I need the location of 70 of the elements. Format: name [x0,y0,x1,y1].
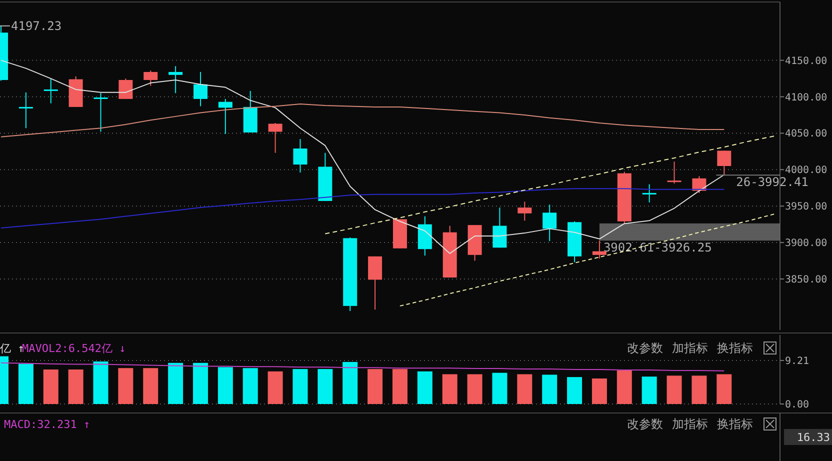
bar [716,374,732,404]
annotation: 改参数 [627,341,663,356]
candlestick [118,78,133,100]
candlestick [368,256,382,310]
y-tick-label: 4150.00 [785,56,828,67]
candlestick [168,66,183,94]
line-series [0,362,725,372]
bar [342,362,358,404]
bar [93,361,108,404]
candlestick [18,92,33,129]
y-tick-label: 4050.00 [785,128,828,140]
y-tick-label: 9.21 [785,356,810,367]
bar [218,367,233,404]
annotation: 换指标 [717,341,753,356]
annotation: 26-3992.41 [736,175,808,190]
bar [318,369,333,404]
candlestick [642,184,656,203]
line-series [0,104,725,138]
line-series [399,214,775,306]
text: MACD:32.231 ↑ [4,418,90,431]
candlestick [492,207,507,248]
bar [666,376,682,404]
bar [292,369,308,404]
candlestick [542,204,557,242]
y-tick-label: 3850.00 [785,274,828,286]
candlestick [518,201,532,222]
text: 换指标 [717,417,753,432]
bar [492,372,508,404]
bar [616,370,632,404]
bar [517,374,532,404]
text: 加指标 [672,417,708,432]
bar [143,368,158,404]
bar [642,376,657,404]
bar [467,374,482,404]
line-series [0,60,725,254]
annotation: 加指标 [672,341,708,356]
bar [43,370,58,404]
candlestick [94,92,108,132]
y-tick-label: 4100.00 [785,92,828,104]
bar [417,371,432,404]
bar [692,376,707,404]
bar [68,370,84,404]
candlestick [218,98,232,134]
y-tick-label: 3950.00 [785,202,828,213]
annotation: MAVOL2:6.542亿 ↓ [22,342,126,355]
bar [168,362,184,404]
annotation: 4197.23 [11,19,62,34]
bar [242,368,258,404]
bar [392,369,408,404]
bar [567,377,582,404]
y-tick-label: 0.00 [785,400,810,410]
candlestick [268,122,282,154]
bar [592,378,607,404]
text: 16.33 [796,430,830,444]
candlestick [144,70,158,86]
y-tick-label: 4000.00 [785,165,828,176]
candlestick [44,78,58,104]
bar [542,374,558,404]
bar [18,364,34,404]
bar [442,374,458,404]
bar [118,368,134,404]
candlestick [717,150,732,176]
bar [368,369,383,404]
bar [192,362,208,404]
candlestick [293,138,308,174]
candlestick [193,71,208,107]
candlestick [667,161,682,184]
y-tick-label: 3900.00 [785,238,828,250]
text: 改参数 [627,417,663,432]
bar [268,371,283,404]
